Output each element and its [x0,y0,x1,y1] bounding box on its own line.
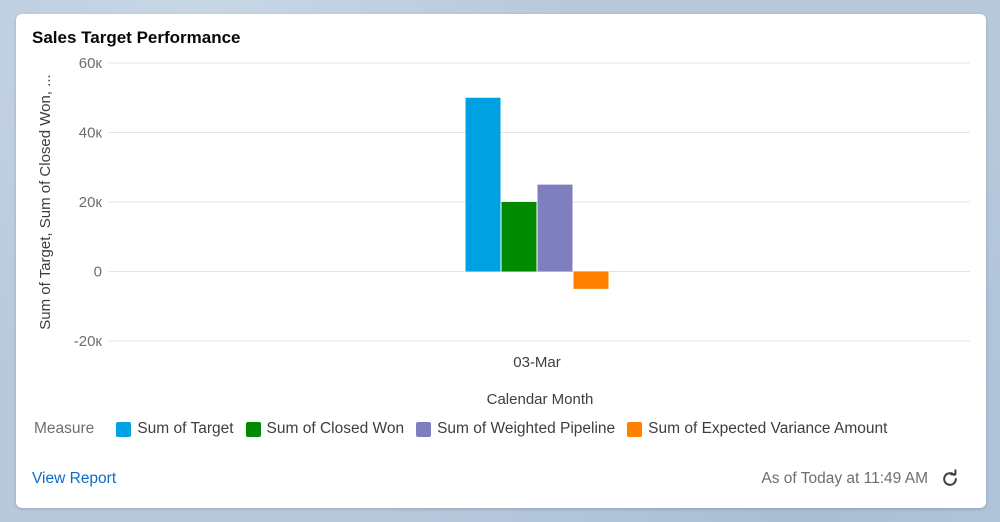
timestamp-text: As of Today at 11:49 AM [761,470,928,487]
legend-label: Sum of Expected Variance Amount [648,420,888,437]
y-tick-label: -20к [74,333,103,350]
footer-status: As of Today at 11:49 AM [761,469,960,489]
y-tick-label: 40к [79,125,103,142]
y-tick-label: 0 [94,264,102,281]
legend-label: Sum of Target [137,420,234,437]
legend-item-expected-variance[interactable]: Sum of Expected Variance Amount [627,420,887,438]
chart-legend: Measure Sum of Target Sum of Closed Won … [34,420,899,438]
y-tick-label: 60к [79,55,103,72]
y-tick-label: 20к [79,194,103,211]
bar-sum-of-closed-won[interactable] [501,202,537,272]
legend-swatch [116,421,132,437]
view-report-link[interactable]: View Report [32,470,117,487]
legend-item-closed-won[interactable]: Sum of Closed Won [245,420,405,438]
bars [465,97,609,289]
legend-title: Measure [34,420,95,437]
legend-label: Sum of Weighted Pipeline [437,420,616,437]
legend-swatch [245,421,261,437]
bar-sum-of-weighted-pipeline[interactable] [537,184,573,272]
bar-chart: 60к 40к 20к 0 -20к 03-Mar Sum of Target, Sum… [37,55,970,408]
y-axis-ticks: 60к 40к 20к 0 -20к [74,55,103,350]
bar-sum-of-expected-variance-amount[interactable] [573,271,609,289]
legend-item-weighted-pipeline[interactable]: Sum of Weighted Pipeline [416,420,615,438]
x-tick-label: 03-Mar [513,354,561,371]
x-axis-label: Calendar Month [487,391,594,408]
bar-sum-of-target[interactable] [465,97,501,272]
y-axis-label: Sum of Target, Sum of Closed Won, ... [37,74,54,329]
legend-swatch [627,421,643,437]
refresh-icon[interactable] [940,469,960,489]
dashboard-card: Sales Target Performance 60к 40к 20к 0 -20к … [16,14,986,508]
legend-swatch [416,421,432,437]
legend-label: Sum of Closed Won [266,420,405,437]
card-title: Sales Target Performance [32,28,241,47]
x-axis-ticks: 03-Mar [513,354,561,371]
legend-item-target[interactable]: Sum of Target [116,420,234,438]
